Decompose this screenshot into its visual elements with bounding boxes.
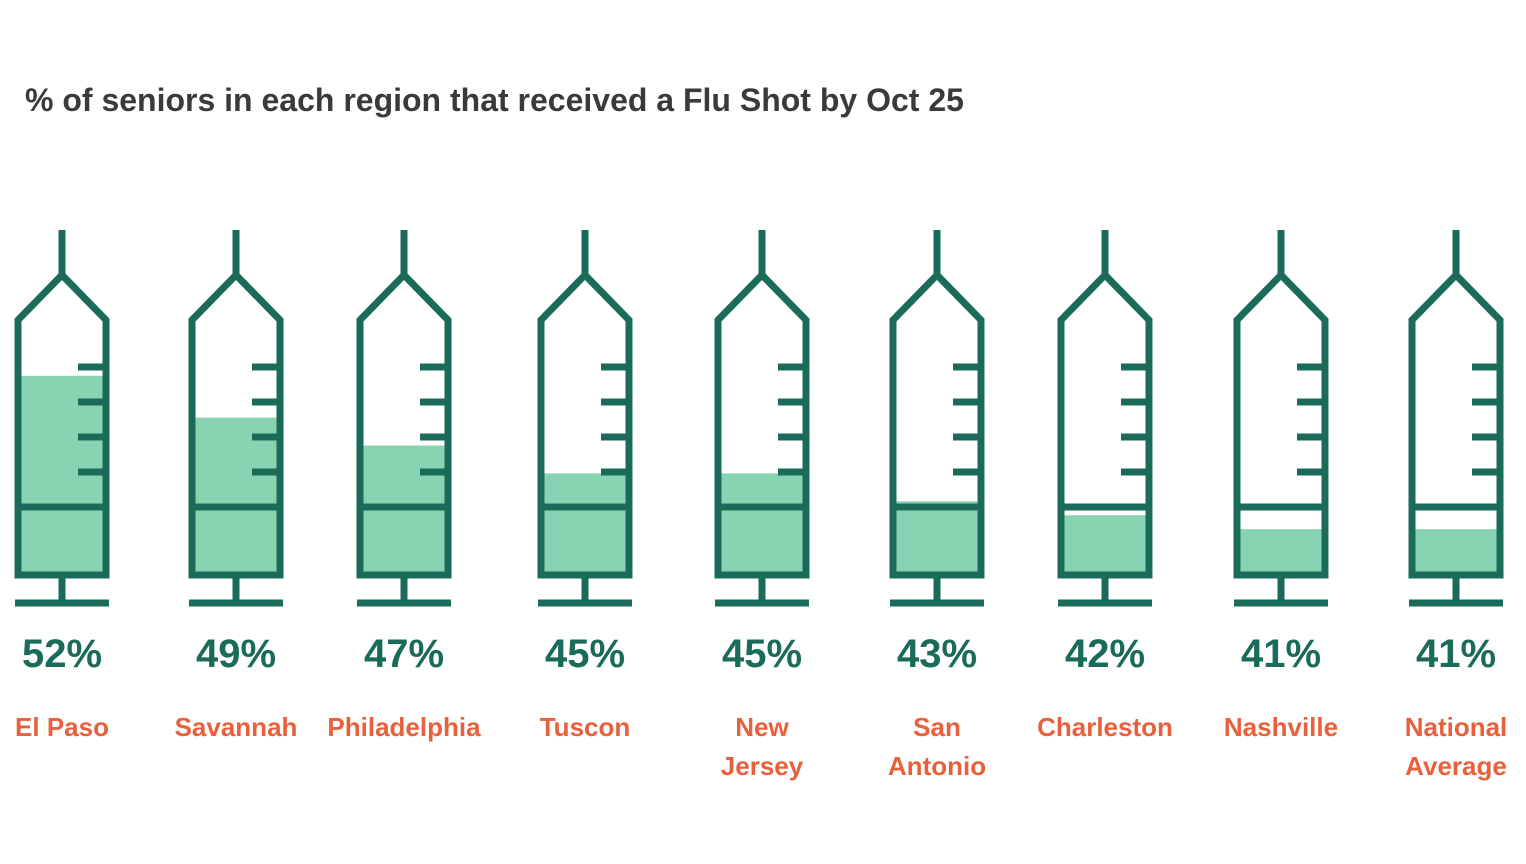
category-label: Tuscon [539, 712, 631, 742]
value-label: 47% [363, 632, 445, 676]
category-label: Savannah [174, 712, 298, 742]
value-label: 49% [195, 632, 277, 676]
category-label: Nashville [1223, 712, 1339, 742]
value-label: 41% [1240, 632, 1322, 676]
value-label: 45% [721, 632, 803, 676]
category-label: National Average [1404, 712, 1508, 781]
value-label: 41% [1415, 632, 1497, 676]
category-label: El Paso [15, 712, 109, 742]
fill-level [1240, 529, 1322, 572]
syringe-outline [356, 230, 452, 607]
syringe-outline [1057, 230, 1153, 607]
syringe-outline [188, 230, 284, 607]
fill-level [1415, 529, 1497, 572]
fill-level [1064, 515, 1146, 572]
fill-level [195, 417, 277, 572]
category-label: Philadelphia [327, 712, 481, 742]
syringe-outline [714, 230, 810, 607]
fill-level [896, 501, 978, 572]
category-label: New Jersey [720, 712, 804, 781]
category-label: Charleston [1037, 712, 1173, 742]
syringe-outline [889, 230, 985, 607]
value-label: 52% [21, 632, 103, 676]
fill-level [721, 473, 803, 572]
syringe-outline [1408, 230, 1504, 607]
value-label: 42% [1064, 632, 1146, 676]
syringe-outline [1233, 230, 1329, 607]
category-label: San Antonio [887, 712, 987, 781]
value-label: 45% [544, 632, 626, 676]
syringe-outline [14, 230, 110, 607]
fill-level [544, 473, 626, 572]
value-label: 43% [896, 632, 978, 676]
chart-title: % of seniors in each region that receive… [25, 82, 964, 118]
syringe-outline [537, 230, 633, 607]
